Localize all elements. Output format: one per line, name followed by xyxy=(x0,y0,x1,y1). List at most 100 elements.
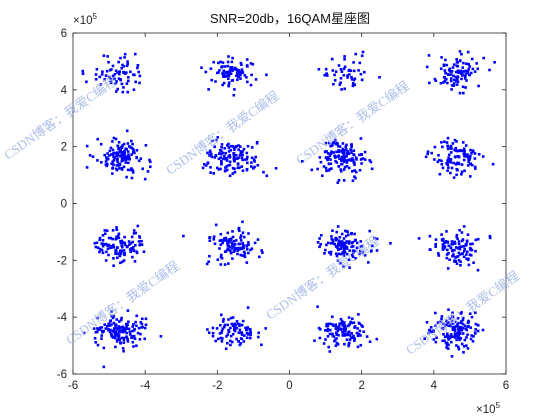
scatter-point xyxy=(112,321,116,325)
scatter-point xyxy=(85,166,89,169)
scatter-point xyxy=(223,323,227,327)
scatter-point xyxy=(237,340,240,343)
scatter-point xyxy=(132,232,136,235)
scatter-point xyxy=(104,74,108,77)
scatter-point xyxy=(131,240,135,244)
scatter-point xyxy=(261,251,264,254)
scatter-point xyxy=(445,319,448,323)
scatter-point xyxy=(233,242,236,246)
scatter-point xyxy=(456,237,459,241)
scatter-point xyxy=(119,249,122,252)
scatter-point xyxy=(469,154,472,158)
scatter-point xyxy=(461,85,465,89)
scatter-point xyxy=(347,324,350,328)
scatter-point xyxy=(125,322,128,326)
scatter-point xyxy=(447,343,450,347)
scatter-point xyxy=(105,156,108,159)
scatter-point xyxy=(125,71,128,74)
scatter-point xyxy=(433,158,436,161)
scatter-point xyxy=(148,158,151,162)
scatter-point xyxy=(211,334,215,338)
scatter-point xyxy=(113,157,116,160)
scatter-point xyxy=(465,344,468,347)
scatter-point xyxy=(117,147,120,151)
scatter-point xyxy=(140,243,144,246)
scatter-point xyxy=(112,327,116,330)
scatter-point xyxy=(464,155,468,158)
scatter-point xyxy=(115,237,118,240)
scatter-point xyxy=(454,149,457,152)
scatter-point xyxy=(339,247,343,250)
scatter-point xyxy=(439,82,443,85)
scatter-point xyxy=(337,154,341,157)
scatter-point xyxy=(94,330,98,334)
scatter-point xyxy=(355,158,358,161)
scatter-point xyxy=(349,69,353,73)
scatter-point xyxy=(449,151,453,154)
scatter-point xyxy=(219,263,223,266)
scatter-point xyxy=(234,145,237,149)
scatter-point xyxy=(453,138,457,142)
scatter-point xyxy=(445,334,449,338)
scatter-point xyxy=(455,173,458,177)
scatter-point xyxy=(455,58,458,61)
scatter-point xyxy=(235,326,239,330)
scatter-point xyxy=(476,329,480,333)
scatter-point xyxy=(453,242,457,245)
scatter-point xyxy=(427,331,430,335)
y-tick-label: 4 xyxy=(61,85,68,97)
scatter-point xyxy=(347,316,351,319)
scatter-point xyxy=(339,262,342,265)
scatter-point xyxy=(92,327,96,330)
scatter-point xyxy=(245,58,249,61)
scatter-point xyxy=(449,171,452,175)
scatter-point xyxy=(438,158,441,162)
scatter-point xyxy=(127,155,131,158)
scatter-point xyxy=(335,230,338,234)
scatter-point xyxy=(238,322,241,326)
scatter-point xyxy=(347,69,351,72)
scatter-point xyxy=(446,248,449,252)
scatter-point xyxy=(96,328,100,331)
scatter-point xyxy=(356,334,360,338)
scatter-point xyxy=(127,153,130,156)
scatter-point xyxy=(230,68,234,71)
scatter-point xyxy=(239,61,243,65)
scatter-point xyxy=(228,69,232,73)
scatter-point xyxy=(211,331,215,335)
scatter-point xyxy=(332,151,335,154)
scatter-point xyxy=(459,321,463,325)
scatter-point xyxy=(359,72,363,76)
scatter-point xyxy=(219,255,223,259)
scatter-point xyxy=(233,67,236,71)
scatter-point xyxy=(220,329,224,332)
scatter-point xyxy=(138,81,141,85)
x-tick-label: 6 xyxy=(503,380,509,392)
scatter-point xyxy=(137,240,141,243)
scatter-point xyxy=(253,241,257,245)
scatter-point xyxy=(326,329,329,333)
scatter-point xyxy=(466,155,470,159)
scatter-point xyxy=(100,337,103,340)
scatter-point xyxy=(239,234,243,237)
scatter-point xyxy=(121,260,124,264)
scatter-point xyxy=(463,77,467,80)
scatter-point xyxy=(135,156,138,160)
scatter-point xyxy=(222,73,226,76)
scatter-point xyxy=(346,74,349,77)
scatter-point xyxy=(340,157,343,161)
scatter-point xyxy=(455,140,458,143)
scatter-point xyxy=(464,72,468,76)
scatter-point xyxy=(437,154,440,157)
scatter-point xyxy=(108,324,112,327)
scatter-point xyxy=(343,342,346,346)
scatter-point xyxy=(363,158,367,161)
scatter-point xyxy=(114,151,118,155)
scatter-point xyxy=(333,73,336,77)
scatter-point xyxy=(236,252,239,256)
scatter-point xyxy=(227,146,231,149)
scatter-point xyxy=(417,237,421,240)
scatter-point xyxy=(107,60,110,64)
scatter-point xyxy=(117,77,121,80)
scatter-point xyxy=(143,326,147,330)
